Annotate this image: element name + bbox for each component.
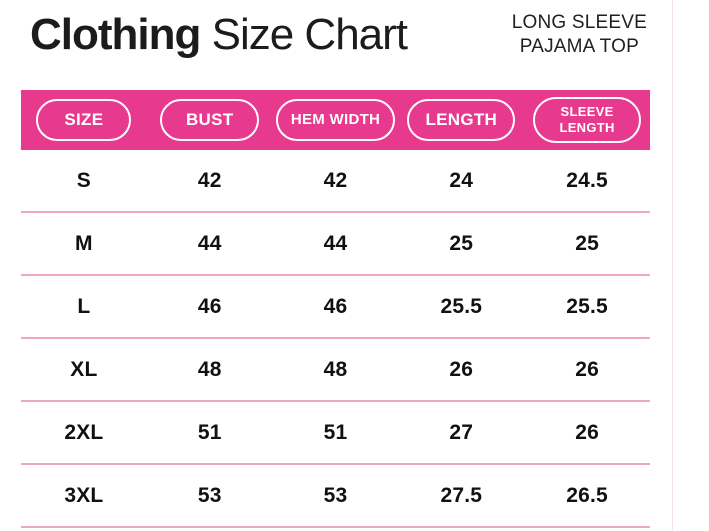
length-value: 27.5 bbox=[440, 483, 483, 507]
table-row: M 44 44 25 25 bbox=[21, 213, 650, 276]
column-header-bust-pill: BUST bbox=[159, 99, 260, 141]
length-value: 25 bbox=[449, 231, 474, 255]
page-edge-divider bbox=[672, 0, 673, 531]
sleeve-length-value: 25 bbox=[575, 231, 599, 255]
length-value: 26 bbox=[449, 357, 474, 381]
size-label: S bbox=[76, 168, 91, 192]
table-row: L 46 46 25.5 25.5 bbox=[21, 276, 650, 339]
page-title-bold: Clothing bbox=[30, 10, 201, 59]
sleeve-length-value: 26 bbox=[575, 420, 599, 444]
length-value: 24 bbox=[449, 168, 474, 192]
bust-value: 46 bbox=[197, 294, 222, 318]
column-header-hem-width: HEM WIDTH bbox=[273, 99, 399, 141]
table-row: 2XL 51 51 27 26 bbox=[21, 402, 650, 465]
length-value: 27 bbox=[449, 420, 474, 444]
page-title-rest: Size Chart bbox=[200, 10, 408, 59]
bust-value: 53 bbox=[197, 483, 222, 507]
hem-width-value: 46 bbox=[323, 294, 348, 318]
product-subtitle-line1: LONG SLEEVE bbox=[511, 12, 647, 33]
hem-width-value: 51 bbox=[323, 420, 348, 444]
hem-width-value: 48 bbox=[323, 357, 348, 381]
size-label: XL bbox=[70, 357, 98, 381]
hem-width-value: 53 bbox=[323, 483, 348, 507]
product-subtitle-line2: PAJAMA TOP bbox=[519, 36, 639, 57]
sleeve-length-value: 24.5 bbox=[566, 168, 608, 192]
product-subtitle: LONG SLEEVE PAJAMA TOP bbox=[512, 11, 647, 59]
table-row: S 42 42 24 24.5 bbox=[21, 150, 650, 213]
bust-value: 51 bbox=[197, 420, 222, 444]
column-header-length: LENGTH bbox=[398, 99, 524, 141]
sleeve-length-value: 25.5 bbox=[566, 294, 608, 318]
size-chart-table: SIZE BUST HEM WIDTH LENGTH SLEEVE LENGTH… bbox=[21, 90, 650, 528]
length-value: 25.5 bbox=[440, 294, 483, 318]
size-label: L bbox=[77, 294, 91, 318]
hem-width-value: 44 bbox=[323, 231, 348, 255]
bust-value: 42 bbox=[197, 168, 222, 192]
size-label: M bbox=[75, 231, 93, 255]
column-header-sleeve-length-pill: SLEEVE LENGTH bbox=[533, 97, 642, 143]
column-header-size: SIZE bbox=[21, 99, 147, 141]
bust-value: 48 bbox=[197, 357, 222, 381]
page-title: Clothing Size Chart bbox=[30, 10, 408, 60]
table-header-bar: SIZE BUST HEM WIDTH LENGTH SLEEVE LENGTH bbox=[21, 90, 650, 150]
size-label: 3XL bbox=[64, 483, 104, 507]
sleeve-length-value: 26 bbox=[575, 357, 599, 381]
column-header-length-pill: LENGTH bbox=[407, 99, 516, 141]
bust-value: 44 bbox=[197, 231, 222, 255]
size-label: 2XL bbox=[64, 420, 104, 444]
column-header-bust: BUST bbox=[147, 99, 273, 141]
column-header-hem-width-pill: HEM WIDTH bbox=[275, 99, 396, 141]
column-header-sleeve-length: SLEEVE LENGTH bbox=[524, 97, 650, 143]
hem-width-value: 42 bbox=[323, 168, 348, 192]
table-row: 3XL 53 53 27.5 26.5 bbox=[21, 465, 650, 528]
table-row: XL 48 48 26 26 bbox=[21, 339, 650, 402]
sleeve-length-value: 26.5 bbox=[566, 483, 608, 507]
column-header-size-pill: SIZE bbox=[36, 99, 132, 141]
